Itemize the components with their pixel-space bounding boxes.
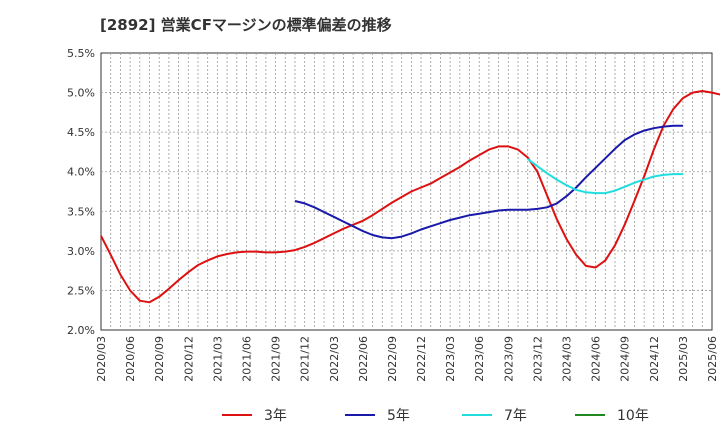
y-tick-label: 3.5% xyxy=(67,205,95,218)
x-tick-label: 2024/06 xyxy=(590,336,603,382)
series-line-2 xyxy=(527,158,683,195)
x-tick-label: 2025/03 xyxy=(677,336,690,382)
x-tick-label: 2020/12 xyxy=(182,336,195,382)
y-tick-label: 2.5% xyxy=(67,284,95,297)
legend: 3年 5年 7年 10年 xyxy=(222,408,649,424)
x-tick-label: 2020/03 xyxy=(95,336,108,382)
x-tick-label: 2022/09 xyxy=(386,336,399,382)
x-tick-label: 2022/06 xyxy=(357,336,370,382)
x-tick-label: 2024/03 xyxy=(561,336,574,382)
x-tick-label: 2021/03 xyxy=(211,336,224,382)
x-tick-label: 2024/09 xyxy=(619,336,632,382)
y-tick-label: 5.5% xyxy=(67,47,95,60)
series-layer xyxy=(100,90,720,304)
legend-label: 3年 xyxy=(264,408,287,424)
legend-label: 7年 xyxy=(504,408,527,424)
series-line-0 xyxy=(100,90,720,304)
x-tick-label: 2024/12 xyxy=(648,336,661,382)
x-tick-label: 2023/06 xyxy=(473,336,486,382)
y-tick-label: 3.0% xyxy=(67,245,95,258)
plot-frame xyxy=(100,52,713,331)
x-tick-label: 2021/12 xyxy=(299,336,312,382)
x-tick-label: 2022/03 xyxy=(328,336,341,382)
y-axis: 5.5% 5.0% 4.5% 4.0% 3.5% 3.0% 2.5% 2.0% xyxy=(67,47,95,337)
grid-lines xyxy=(101,53,712,330)
x-axis: 2020/03 2020/06 2020/09 2020/12 2021/03 2021/… xyxy=(95,336,719,382)
y-tick-label: 4.0% xyxy=(67,166,95,179)
legend-label: 10年 xyxy=(617,408,649,424)
series-line-1 xyxy=(294,124,683,240)
x-tick-label: 2021/09 xyxy=(270,336,283,382)
chart-title: [2892] 営業CFマージンの標準偏差の推移 xyxy=(100,16,392,34)
y-tick-label: 5.0% xyxy=(67,87,95,100)
x-tick-label: 2023/09 xyxy=(502,336,515,382)
y-tick-label: 4.5% xyxy=(67,126,95,139)
x-tick-label: 2023/03 xyxy=(444,336,457,382)
x-tick-label: 2022/12 xyxy=(415,336,428,382)
x-tick-label: 2021/06 xyxy=(240,336,253,382)
plot-area xyxy=(100,52,713,331)
x-tick-label: 2025/06 xyxy=(706,336,719,382)
legend-label: 5年 xyxy=(387,408,410,424)
y-tick-label: 2.0% xyxy=(67,324,95,337)
x-tick-label: 2020/06 xyxy=(124,336,137,382)
x-tick-label: 2023/12 xyxy=(531,336,544,382)
x-tick-label: 2020/09 xyxy=(153,336,166,382)
